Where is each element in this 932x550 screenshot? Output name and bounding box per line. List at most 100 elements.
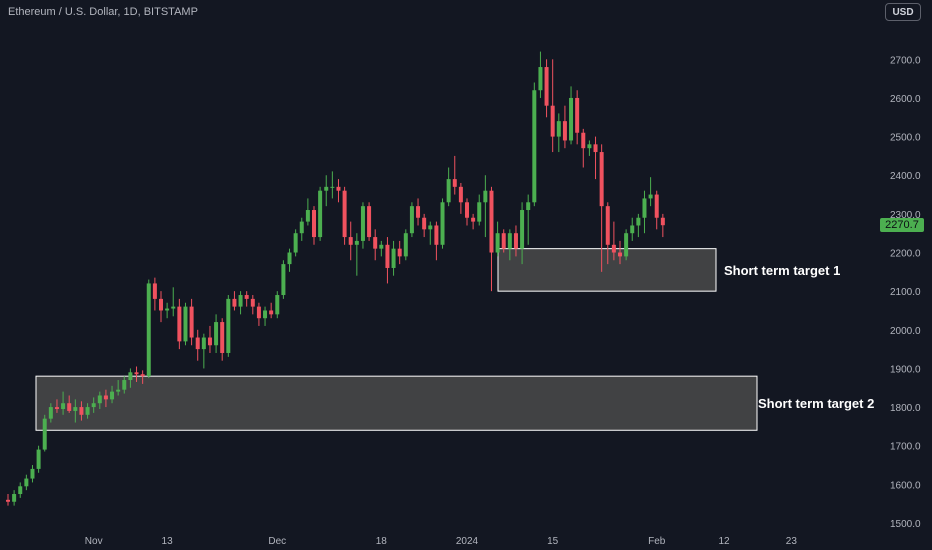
- candle[interactable]: [636, 213, 641, 238]
- candle[interactable]: [293, 229, 298, 257]
- candle[interactable]: [140, 370, 145, 384]
- candle[interactable]: [348, 221, 353, 261]
- candle[interactable]: [30, 465, 35, 483]
- candle[interactable]: [287, 248, 292, 272]
- candle[interactable]: [342, 186, 347, 245]
- candle[interactable]: [177, 298, 182, 350]
- candle[interactable]: [165, 302, 170, 319]
- candle[interactable]: [305, 198, 310, 226]
- candle[interactable]: [12, 490, 17, 506]
- candle[interactable]: [630, 217, 635, 241]
- candle[interactable]: [48, 403, 53, 423]
- candle[interactable]: [397, 240, 402, 265]
- candle[interactable]: [85, 403, 90, 419]
- candle[interactable]: [642, 190, 647, 234]
- candle[interactable]: [189, 298, 194, 346]
- candle[interactable]: [403, 229, 408, 261]
- candle[interactable]: [250, 295, 255, 315]
- candle[interactable]: [660, 213, 665, 238]
- candle[interactable]: [103, 389, 108, 408]
- candle[interactable]: [330, 171, 335, 199]
- target-zone-2[interactable]: [35, 375, 758, 431]
- currency-button[interactable]: USD: [885, 3, 921, 21]
- candle[interactable]: [183, 302, 188, 346]
- candle[interactable]: [440, 198, 445, 249]
- candle[interactable]: [556, 113, 561, 153]
- candle[interactable]: [336, 179, 341, 203]
- candle[interactable]: [159, 291, 163, 323]
- candle[interactable]: [67, 395, 72, 413]
- candle[interactable]: [146, 279, 151, 379]
- candle[interactable]: [605, 202, 610, 265]
- candle[interactable]: [244, 291, 249, 307]
- candle[interactable]: [354, 233, 359, 276]
- candle[interactable]: [281, 260, 286, 299]
- candle[interactable]: [110, 385, 115, 404]
- candle[interactable]: [526, 194, 531, 245]
- candle[interactable]: [116, 380, 121, 396]
- candle[interactable]: [128, 368, 133, 388]
- candle[interactable]: [122, 376, 127, 394]
- candle[interactable]: [483, 175, 488, 238]
- candle[interactable]: [587, 140, 592, 156]
- candle[interactable]: [226, 295, 231, 357]
- candle[interactable]: [422, 213, 427, 238]
- candle[interactable]: [391, 240, 396, 276]
- candle[interactable]: [562, 105, 567, 149]
- target-zone-1[interactable]: [497, 248, 717, 292]
- candle[interactable]: [79, 401, 84, 421]
- candle[interactable]: [269, 302, 274, 319]
- candle[interactable]: [458, 182, 463, 214]
- candle[interactable]: [379, 240, 384, 257]
- candle[interactable]: [232, 291, 237, 311]
- candle[interactable]: [134, 366, 139, 382]
- candle[interactable]: [207, 325, 212, 353]
- candle[interactable]: [214, 314, 219, 353]
- candle[interactable]: [648, 177, 653, 207]
- candle[interactable]: [465, 198, 469, 226]
- candle[interactable]: [201, 333, 206, 369]
- candle[interactable]: [263, 306, 268, 326]
- candle[interactable]: [318, 186, 323, 241]
- candle[interactable]: [360, 202, 365, 249]
- candle[interactable]: [452, 155, 457, 195]
- candle[interactable]: [256, 302, 261, 326]
- candle[interactable]: [312, 206, 316, 245]
- candle[interactable]: [471, 213, 476, 230]
- candle[interactable]: [299, 217, 304, 241]
- candle[interactable]: [434, 221, 439, 261]
- candle[interactable]: [36, 445, 41, 473]
- candle[interactable]: [654, 190, 659, 230]
- candle[interactable]: [495, 221, 500, 257]
- candle[interactable]: [446, 167, 451, 207]
- candle[interactable]: [409, 202, 414, 238]
- candle[interactable]: [477, 194, 482, 226]
- candle[interactable]: [501, 229, 506, 253]
- candle[interactable]: [538, 51, 543, 98]
- candle[interactable]: [599, 144, 604, 272]
- candle[interactable]: [544, 59, 549, 118]
- candle[interactable]: [575, 90, 580, 145]
- candle[interactable]: [428, 221, 433, 245]
- candle[interactable]: [73, 399, 78, 423]
- candle[interactable]: [220, 318, 225, 361]
- candle[interactable]: [6, 494, 10, 506]
- candle[interactable]: [91, 397, 96, 413]
- candle[interactable]: [152, 277, 157, 311]
- candle[interactable]: [373, 229, 378, 261]
- candle[interactable]: [24, 474, 29, 491]
- candle[interactable]: [624, 229, 629, 261]
- candle[interactable]: [195, 329, 200, 361]
- candle[interactable]: [618, 240, 622, 265]
- candle[interactable]: [593, 136, 598, 180]
- candle[interactable]: [97, 391, 102, 410]
- candle[interactable]: [581, 128, 586, 168]
- candle[interactable]: [61, 391, 66, 415]
- candle[interactable]: [416, 198, 421, 226]
- candle[interactable]: [324, 175, 329, 207]
- candle[interactable]: [54, 399, 59, 413]
- candle[interactable]: [507, 229, 512, 261]
- candle[interactable]: [489, 186, 494, 292]
- candle[interactable]: [42, 414, 47, 452]
